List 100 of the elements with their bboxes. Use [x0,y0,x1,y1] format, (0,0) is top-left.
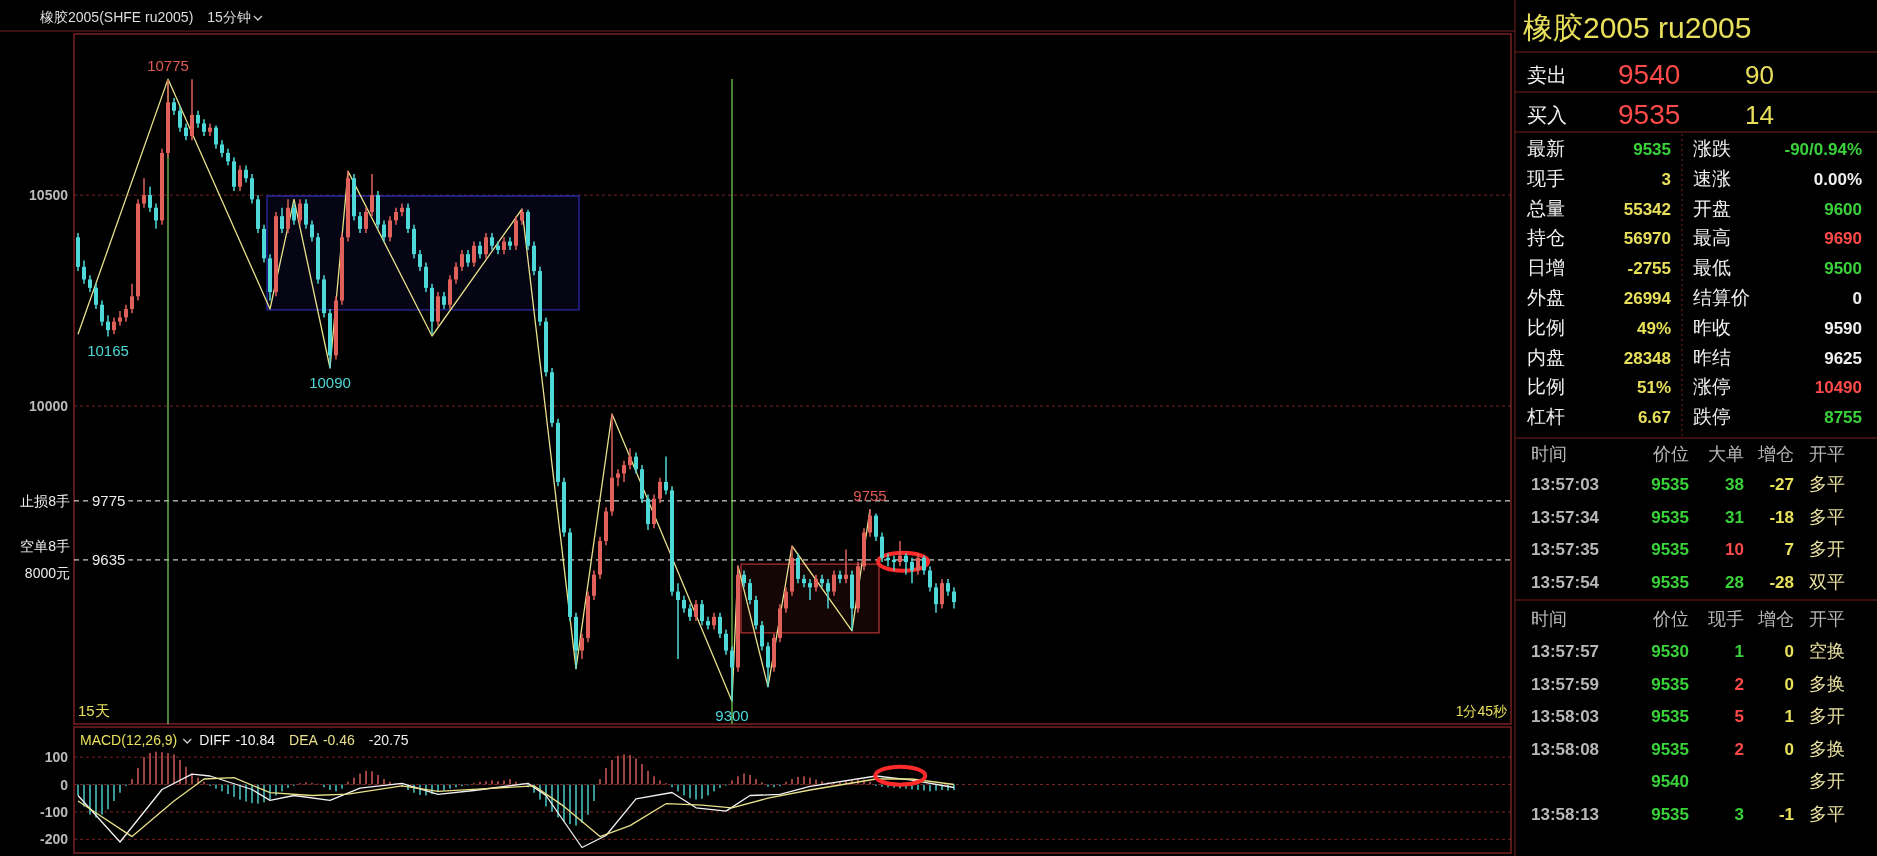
text: 51% [1636,378,1671,398]
text: 昨收 [1693,316,1731,338]
text: 13:57:34 [1531,507,1600,527]
y-tick-label: 100 [44,749,69,766]
text: -2755 [1627,259,1671,279]
text: 0.00% [1813,169,1862,189]
text: 1 [1784,707,1794,727]
text: 增仓 [1757,444,1794,464]
text: 开平 [1809,444,1845,464]
text: 9540 [1651,772,1689,792]
text: 8755 [1824,408,1862,428]
text: 9530 [1651,642,1689,661]
text: 1 [1734,642,1744,661]
text: DEA [289,732,319,748]
text: 9535 [1651,507,1689,527]
text: 结算价 [1693,287,1750,308]
text: 13:58:03 [1531,707,1600,727]
text: 49% [1636,318,1671,338]
text: 9690 [1824,229,1862,249]
y-tick-label: 10500 [29,187,69,204]
y-tick-label: 0 [60,776,69,793]
y-tick-label: 10000 [29,397,69,414]
text: 0 [1784,674,1794,694]
chart-title: 橡胶2005(SHFE ru2005) [40,9,194,25]
text: 10490 [1814,378,1862,398]
text: 9535 [1651,739,1689,759]
series-label: DIFF [199,732,231,748]
text: 14 [1745,100,1774,130]
annotation: 10165 [87,342,129,360]
text: 6.67 [1637,408,1671,428]
text: 现手 [1527,167,1565,189]
text: 7 [1784,540,1794,560]
ref-line-label: 止损8手 [20,492,70,509]
text: 双平 [1809,572,1845,593]
text: 9535 [1651,540,1689,560]
text: 13:57:35 [1531,540,1600,560]
text: 最新 [1527,138,1565,159]
annotation: 15天 [78,702,110,719]
text: 时间 [1531,609,1567,629]
text: 3 [1734,805,1744,824]
text: 9535 [1651,707,1689,727]
text: 多换 [1809,673,1845,694]
text: 速涨 [1693,167,1731,189]
ref-line-label: 空单8手 8000元 [20,538,70,582]
text: 多开 [1809,771,1845,792]
text: 9590 [1824,318,1862,338]
text: 增仓 [1757,609,1794,629]
text: 多平 [1809,506,1845,527]
text: 9535 [1651,674,1689,694]
text: 38 [1725,475,1744,494]
text: 多平 [1809,804,1845,824]
text: 26994 [1623,289,1672,308]
text: 昨结 [1693,346,1731,368]
text: 13:57:03 [1531,475,1600,494]
text: 13:58:08 [1531,739,1600,759]
text: -90/0.94% [1784,140,1862,159]
text: 9540 [1618,59,1681,90]
text: 多开 [1809,706,1845,727]
text: 90 [1745,60,1774,90]
annotation: 9635 [92,550,126,568]
y-tick-label: -200 [39,831,69,848]
text: 涨停 [1693,376,1731,398]
annotation: 9775 [92,491,126,509]
text: 3 [1661,169,1671,189]
text: 13:57:59 [1531,674,1600,694]
text: 总量 [1526,197,1565,219]
text: 外盘 [1527,287,1565,308]
text: 价位 [1652,444,1689,464]
text: 开盘 [1693,197,1731,219]
text: 比例 [1527,376,1565,398]
text: 55342 [1623,199,1671,219]
text: 最低 [1693,257,1731,279]
text: 涨跌 [1693,138,1731,159]
text: 1分45秒 [1455,703,1507,719]
text: 0 [1784,739,1794,759]
text: 0 [1852,289,1862,308]
chart-subtitle: 15分钟 [207,9,251,25]
text: 9600 [1824,199,1862,219]
annotation: 9755 [853,487,887,505]
annotation: -0.46 [322,732,355,748]
text: 5 [1734,707,1744,727]
text: 内盘 [1527,346,1565,368]
text: 多平 [1809,474,1845,494]
text: 卖出 [1527,64,1567,86]
text: 大单 [1708,444,1744,464]
text: -18 [1769,507,1794,527]
text: 现手 [1708,609,1744,629]
text: 13:58:13 [1531,805,1600,824]
annotation: -20.75 [368,732,409,748]
text: 2 [1734,674,1744,694]
y-tick-label: -100 [39,803,69,820]
text: 买入 [1527,104,1567,126]
text: 9535 [1651,475,1689,494]
text: -28 [1769,573,1794,593]
text: 9500 [1824,259,1862,279]
text: 日增 [1527,257,1565,279]
text: 0 [1784,642,1794,661]
text: 9535 [1633,140,1671,159]
text: 31 [1725,507,1744,527]
text: 杠杆 [1526,406,1565,428]
